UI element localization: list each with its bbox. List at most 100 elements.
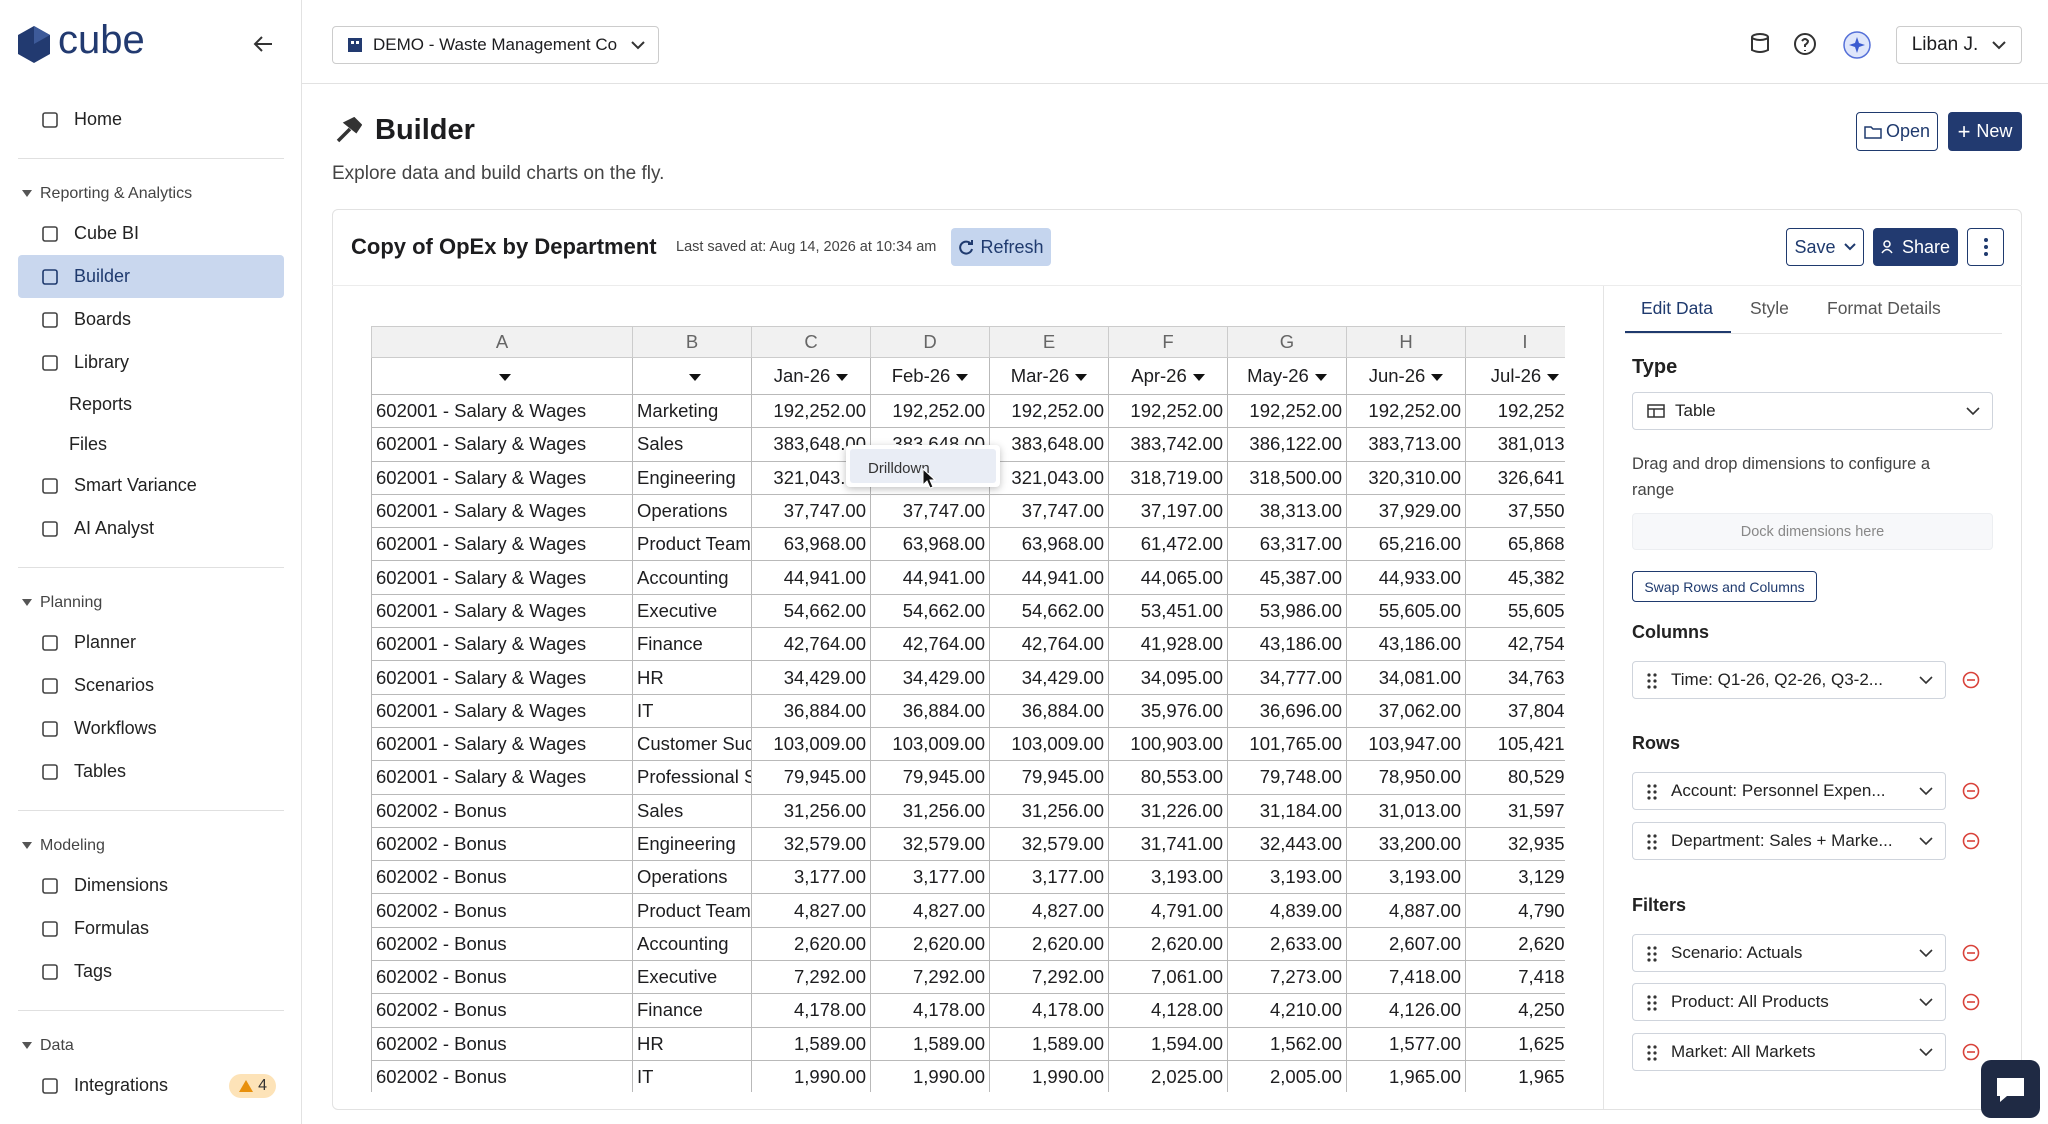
number-cell: 1,594.00 (1108, 1026, 1228, 1061)
remove-icon (1962, 671, 1980, 689)
panel-border (1603, 286, 1604, 1109)
save-button[interactable]: Save (1786, 228, 1864, 266)
new-button[interactable]: + New (1948, 112, 2022, 151)
plus: + (1957, 118, 1971, 144)
nav-item[interactable]: Boards (18, 298, 284, 341)
remove-button[interactable] (1962, 671, 1980, 694)
nav-item[interactable]: Scenarios (18, 664, 284, 707)
remove-button[interactable] (1962, 832, 1980, 855)
nav-item[interactable]: AI Analyst (18, 507, 284, 550)
text-cell: 602002 - Bonus (371, 926, 633, 962)
dock-zone[interactable]: Dock dimensions here (1632, 513, 1993, 550)
ai-icon[interactable] (1842, 30, 1872, 60)
share-button[interactable]: Share (1873, 228, 1958, 266)
text-cell: 602002 - Bonus (371, 960, 633, 995)
text-cell: Accounting (632, 560, 752, 595)
column-letter: G (1227, 326, 1347, 358)
pill-label: Account: Personnel Expen... (1671, 781, 1886, 800)
chat-button[interactable] (1981, 1060, 2040, 1118)
remove-button[interactable] (1962, 1043, 1980, 1066)
nav-item[interactable]: Tables (18, 750, 284, 793)
number-cell: 1,589.00 (989, 1026, 1109, 1061)
nav-item[interactable]: Smart Variance (18, 464, 284, 507)
text-cell: Finance (632, 627, 752, 662)
nav-label: Library (74, 352, 130, 372)
dimension-pill[interactable]: Market: All Markets (1632, 1033, 1946, 1071)
drag-handle (1647, 834, 1657, 850)
remove-button[interactable] (1962, 782, 1980, 805)
tab[interactable]: Edit Data (1641, 298, 1713, 318)
text-cell: 602001 - Salary & Wages (371, 693, 633, 728)
number-cell: 36,884.00 (751, 693, 871, 728)
nav-item[interactable]: Dimensions (18, 864, 284, 907)
swap-button[interactable]: Swap Rows and Columns (1632, 571, 1817, 602)
text-cell: Sales (632, 793, 752, 828)
refresh-button[interactable]: Refresh (951, 228, 1051, 266)
user-menu[interactable]: Liban J. (1896, 26, 2022, 64)
number-cell: 34,081.00 (1346, 660, 1466, 695)
nav-icon (42, 477, 58, 494)
nav-item[interactable]: Tags (18, 950, 284, 993)
tab[interactable]: Style (1750, 298, 1789, 318)
dimension-pill[interactable]: Department: Sales + Marke... (1632, 822, 1946, 860)
org-select[interactable]: DEMO - Waste Management Co (332, 26, 659, 64)
open-button[interactable]: Open (1856, 112, 1938, 151)
caret (956, 374, 969, 381)
dimension-pill[interactable]: Product: All Products (1632, 983, 1946, 1021)
nav-item[interactable]: Home (18, 98, 284, 141)
tab[interactable]: Format Details (1827, 298, 1941, 318)
type-select[interactable]: Table (1632, 392, 1993, 430)
type-label: Type (1632, 356, 1678, 378)
number-cell: 44,065.00 (1108, 560, 1228, 595)
data-row: 602002 - Bonus Sales 31,256.00 31,256.00 31,… (371, 793, 1565, 828)
number-cell: 4,250.0 (1465, 993, 1565, 1028)
text-cell: IT (632, 693, 752, 728)
more-button[interactable] (1967, 228, 2004, 266)
badge: 4 (229, 1073, 276, 1098)
header-cell (371, 357, 633, 395)
column-letter: E (989, 326, 1109, 358)
number-cell: 7,061.00 (1108, 960, 1228, 995)
nav-item[interactable]: Integrations 4 (18, 1064, 284, 1107)
number-cell: 4,126.00 (1346, 993, 1466, 1028)
number-cell: 44,933.00 (1346, 560, 1466, 595)
number-cell: 1,965.00 (1346, 1059, 1466, 1092)
table-viewport: A B C D E F G H I Jan-26 Feb-26 Mar-26 Apr-26 May-26 J… (371, 326, 1565, 1092)
text-cell: 602002 - Bonus (371, 1026, 633, 1061)
number-cell: 55,605.00 (1346, 593, 1466, 629)
text-cell: Professional S (632, 760, 752, 795)
number-cell: 31,741.00 (1108, 826, 1228, 862)
data-row: 602002 - Bonus Engineering 32,579.00 32,579… (371, 826, 1565, 862)
nav-item[interactable]: Library (18, 341, 284, 384)
menu-item[interactable]: Drilldown (850, 449, 996, 483)
number-cell: 7,273.00 (1227, 960, 1347, 995)
data-table: A B C D E F G H I Jan-26 Feb-26 Mar-26 Apr-26 May-26 J… (371, 326, 1565, 1092)
nav-item[interactable]: Planner (18, 621, 284, 664)
nav-item[interactable]: Builder (18, 255, 284, 298)
number-cell: 4,178.00 (751, 993, 871, 1028)
label: Swap Rows and Columns (1644, 578, 1805, 595)
number-cell: 192,252.0 (1465, 393, 1565, 429)
db-icon[interactable] (1750, 32, 1774, 56)
nav-item[interactable]: Cube BI (18, 212, 284, 255)
dimension-pill[interactable]: Scenario: Actuals (1632, 934, 1946, 972)
month-label: Jul-26 (1490, 365, 1542, 386)
dimension-pill[interactable]: Time: Q1-26, Q2-26, Q3-2... (1632, 661, 1946, 699)
nav-item[interactable]: Reports (18, 384, 284, 424)
column-letter: B (632, 326, 752, 358)
chevron (1919, 948, 1933, 957)
nav-item[interactable]: Files (18, 424, 284, 464)
nav-label: Smart Variance (74, 475, 197, 495)
remove-button[interactable] (1962, 993, 1980, 1016)
help-icon[interactable] (1793, 32, 1817, 56)
number-cell: 37,747.00 (751, 493, 871, 529)
text-cell: 602002 - Bonus (371, 793, 633, 828)
org-name: DEMO - Waste Management Co (373, 35, 618, 54)
collapse-button[interactable] (252, 34, 274, 54)
nav-item[interactable]: Formulas (18, 907, 284, 950)
dimension-pill[interactable]: Account: Personnel Expen... (1632, 772, 1946, 810)
remove-button[interactable] (1962, 944, 1980, 967)
number-cell: 37,197.00 (1108, 493, 1228, 529)
nav-item[interactable]: Workflows (18, 707, 284, 750)
